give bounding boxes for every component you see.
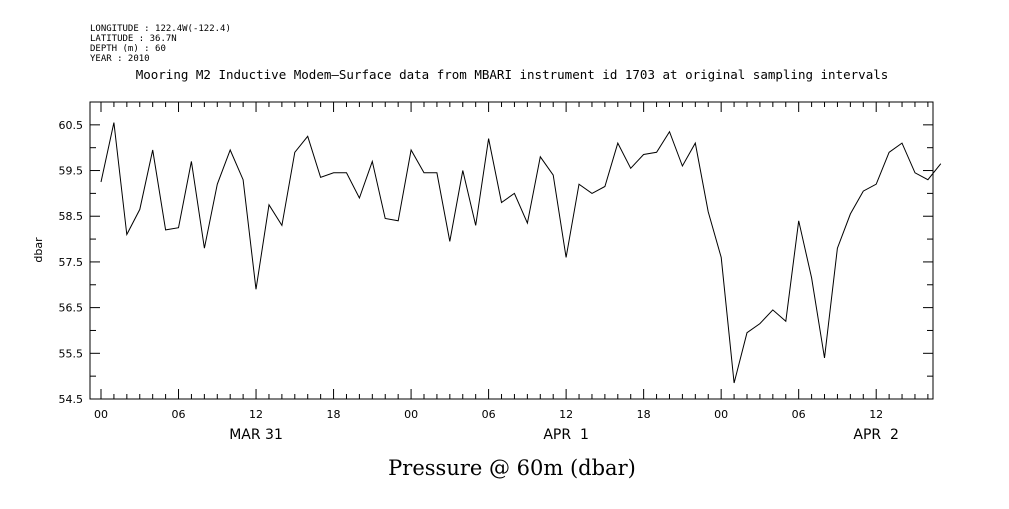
y-tick-label: 55.5 <box>59 347 84 360</box>
meta-latitude: LATITUDE : 36.7N <box>90 34 177 44</box>
meta-depth: DEPTH (m) : 60 <box>90 44 166 54</box>
meta-longitude: LONGITUDE : 122.4W(-122.4) <box>90 24 231 34</box>
x-axis: 00 06 12 18 00 06 12 18 00 06 12 MAR 31 APR 1 APR 2 <box>94 102 929 443</box>
x-hour-label: 12 <box>869 408 883 421</box>
x-hour-label: 06 <box>172 408 186 421</box>
x-hour-label: 12 <box>249 408 263 421</box>
x-date-label: MAR 31 <box>229 427 283 443</box>
y-tick-label: 59.5 <box>59 165 84 178</box>
x-hour-label: 00 <box>714 408 728 421</box>
x-hour-label: 06 <box>792 408 806 421</box>
x-hour-label: 18 <box>327 408 341 421</box>
x-date-label: APR 2 <box>853 427 899 443</box>
y-axis-label: dbar <box>32 237 45 263</box>
series-group <box>100 122 942 384</box>
y-axis: 54.5 55.5 56.5 57.5 58.5 59.5 60.5 <box>59 101 933 406</box>
x-hour-label: 12 <box>559 408 573 421</box>
y-tick-label: 57.5 <box>59 256 84 269</box>
plot-frame <box>89 101 934 400</box>
series-line <box>100 122 942 384</box>
meta-year: YEAR : 2010 <box>90 54 150 64</box>
y-tick-label: 56.5 <box>59 302 84 315</box>
x-hour-label: 00 <box>404 408 418 421</box>
y-tick-label: 60.5 <box>59 119 84 132</box>
x-hour-label: 18 <box>637 408 651 421</box>
bottom-title: Pressure @ 60m (dbar) <box>388 456 636 480</box>
x-hour-label: 06 <box>482 408 496 421</box>
x-date-label: APR 1 <box>543 427 589 443</box>
x-hour-label: 00 <box>94 408 108 421</box>
y-tick-label: 54.5 <box>59 393 84 406</box>
chart-title: Mooring M2 Inductive Modem—Surface data … <box>136 67 889 82</box>
y-tick-label: 58.5 <box>59 210 84 223</box>
